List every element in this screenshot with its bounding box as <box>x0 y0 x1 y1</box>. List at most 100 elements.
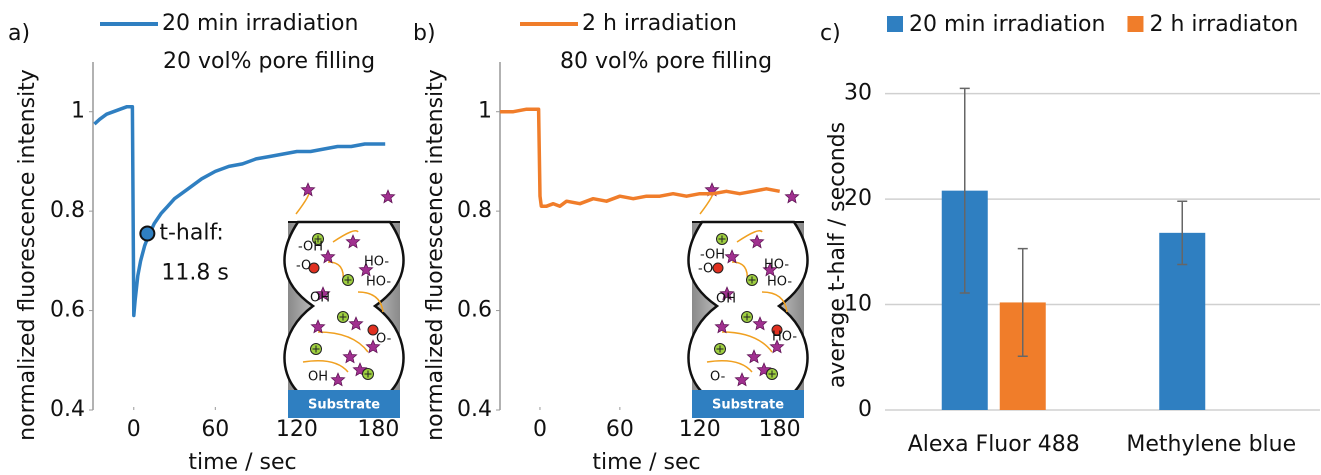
y-tick-label: 0.6 <box>50 298 85 323</box>
half-point <box>139 225 156 242</box>
group-label: -O <box>698 262 713 277</box>
star-icon <box>762 262 778 277</box>
y-tick-label: 1 <box>478 99 492 124</box>
anion-icon <box>367 324 379 336</box>
group-label: O- <box>710 370 726 385</box>
group-label: HO- <box>366 275 391 290</box>
group-label: -OH <box>298 240 323 255</box>
x-tick-label: 0 <box>127 417 141 442</box>
polymer-chain <box>721 331 773 353</box>
star-icon <box>345 234 361 249</box>
star-icon <box>769 339 785 354</box>
cation-plus <box>314 235 322 243</box>
legend-label: 2 h irradiaton <box>1149 12 1298 37</box>
x-tick-label: 120 <box>276 417 318 442</box>
star-icon <box>752 316 768 331</box>
annotation: 11.8 s <box>161 261 228 286</box>
group-label: HO- <box>764 258 789 273</box>
data-line <box>500 107 781 208</box>
y-tick-label: 20 <box>844 186 872 211</box>
cation-plus <box>312 345 320 353</box>
cation-plus <box>339 313 347 321</box>
group-label: OH <box>310 291 330 306</box>
subtitle: 80 vol% pore filling <box>560 49 772 74</box>
star-icon <box>310 319 326 334</box>
subtitle: 20 vol% pore filling <box>163 49 375 74</box>
star-icon <box>734 372 750 387</box>
star-icon <box>358 262 374 277</box>
error-bar <box>959 87 970 294</box>
star-icon <box>342 349 358 364</box>
group-label: HO- <box>364 255 389 270</box>
y-tick-label: 30 <box>844 81 872 106</box>
y-tick-label: 0.8 <box>50 198 85 223</box>
star-icon <box>719 286 735 301</box>
star-icon <box>348 316 364 331</box>
star-icon <box>784 189 800 204</box>
legend-label: 20 min irradiation <box>909 12 1105 37</box>
cation-plus <box>768 370 776 378</box>
star-icon <box>749 234 765 249</box>
y-tick-label: 1 <box>71 99 85 124</box>
substrate-label: Substrate <box>308 398 380 413</box>
cation-plus <box>364 370 372 378</box>
star-icon <box>320 249 336 264</box>
x-tick-label: 0 <box>533 417 547 442</box>
polymer-chain <box>761 291 788 313</box>
y-axis-label: normalized fluorescence intensity <box>15 69 40 441</box>
polymer-chain <box>295 191 310 215</box>
x-axis-label: time / sec <box>188 450 296 475</box>
substrate <box>288 390 400 418</box>
star-icon <box>315 286 331 301</box>
star-icon <box>714 319 730 334</box>
pore-inset: Substrate -OH-O HO- HO- OH HO- O- <box>687 182 809 418</box>
x-tick-label: Alexa Fluor 488 <box>908 432 1080 457</box>
group-label: -O <box>296 259 311 274</box>
star-icon <box>724 249 740 264</box>
star-icon <box>300 182 316 197</box>
x-tick-label: 60 <box>201 417 229 442</box>
cation-plus <box>716 345 724 353</box>
anion-icon <box>712 262 724 274</box>
y-tick-label: 0.4 <box>457 397 492 422</box>
cation-plus <box>344 276 352 284</box>
panel-label: b) <box>413 21 436 46</box>
polymer-chain <box>302 360 349 373</box>
group-label: -OH <box>700 248 725 263</box>
x-tick-label: 120 <box>679 417 721 442</box>
y-tick-label: 0.8 <box>457 198 492 223</box>
panel-label: c) <box>820 21 841 46</box>
polymer-chain <box>357 291 384 313</box>
group-label: HO- <box>772 330 797 345</box>
star-icon <box>380 189 396 204</box>
annotation: t-half: <box>159 221 223 246</box>
cation-plus <box>748 276 756 284</box>
y-axis-label: average t-half / seconds <box>825 122 850 388</box>
polymer-chain <box>706 360 753 373</box>
x-tick-label: 60 <box>606 417 634 442</box>
pore-inset: Substrate -OH -O HO- HO- OH O- OH <box>283 182 405 418</box>
star-icon <box>746 349 762 364</box>
substrate-label: Substrate <box>712 398 784 413</box>
error-bar <box>1017 247 1028 357</box>
legend-label: 20 min irradiation <box>162 11 358 36</box>
legend-swatch <box>1127 16 1144 32</box>
anion-icon <box>771 324 783 336</box>
y-axis-label: normalized fluorescence intensity <box>423 69 448 441</box>
legend-swatch <box>887 16 903 32</box>
group-label: OH <box>716 292 736 307</box>
cation-plus <box>743 313 751 321</box>
polymer-chain <box>317 331 369 353</box>
x-axis-label: time / sec <box>592 450 700 475</box>
y-tick-label: 0.4 <box>50 397 85 422</box>
data-line <box>93 104 386 318</box>
group-label: O- <box>376 332 392 347</box>
y-tick-label: 0 <box>858 397 872 422</box>
x-tick-label: 180 <box>759 417 801 442</box>
panel-label: a) <box>8 21 30 46</box>
polymer-chain <box>736 230 763 243</box>
y-tick-label: 0.6 <box>457 298 492 323</box>
polymer-chain <box>332 230 359 243</box>
anion-icon <box>308 262 320 274</box>
